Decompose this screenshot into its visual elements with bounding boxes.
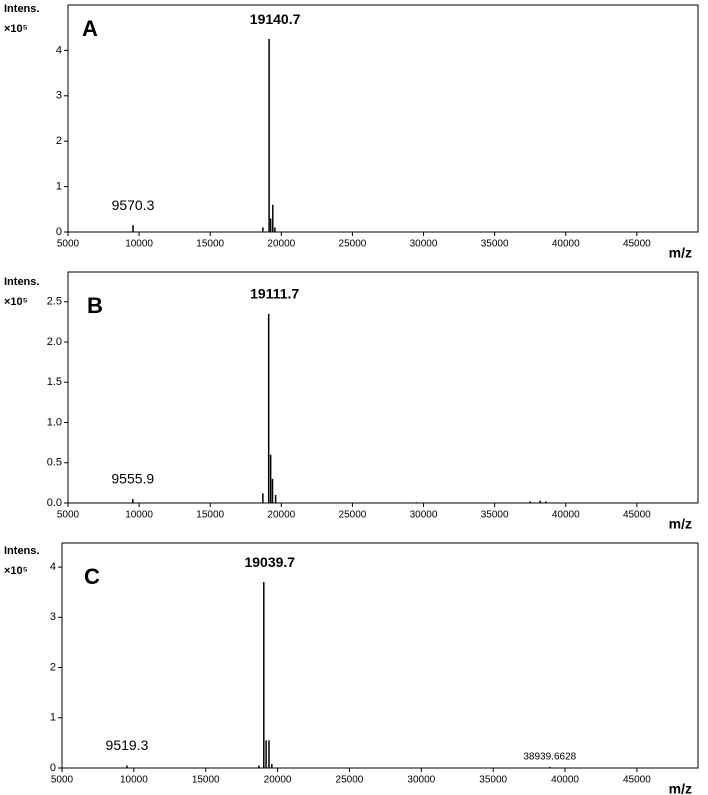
x-tick-label: 10000 — [125, 510, 153, 521]
x-tick-label: 30000 — [410, 239, 438, 250]
x-tick-label: 20000 — [264, 775, 292, 786]
panel-label: C — [84, 564, 100, 589]
y-tick-label: 1 — [50, 712, 56, 724]
x-tick-label: 15000 — [196, 510, 224, 521]
peak-annotation: 19111.7 — [250, 286, 299, 302]
x-tick-label: 45000 — [623, 239, 651, 250]
y-axis-label: Intens. — [4, 545, 39, 557]
x-tick-label: 35000 — [479, 775, 507, 786]
x-tick-label: 25000 — [336, 775, 364, 786]
peak-annotation: 38939.6628 — [523, 752, 576, 763]
panel-label: B — [87, 293, 103, 318]
x-tick-label: 15000 — [192, 775, 220, 786]
x-tick-label: 25000 — [339, 510, 367, 521]
y-scale-label: ×10⁵ — [4, 565, 28, 577]
x-tick-label: 30000 — [410, 510, 438, 521]
x-tick-label: 10000 — [120, 775, 148, 786]
y-tick-label: 2 — [56, 135, 62, 147]
plot-frame — [61, 542, 699, 769]
y-tick-label: 4 — [56, 44, 62, 56]
y-tick-label: 2 — [50, 661, 56, 673]
x-tick-label: 20000 — [267, 239, 295, 250]
y-tick-label: 4 — [50, 561, 56, 573]
plot-frame — [67, 4, 699, 233]
y-scale-label: ×10⁵ — [4, 23, 28, 35]
x-axis-label: m/z — [669, 245, 692, 261]
y-tick-label: 1 — [56, 181, 62, 193]
x-tick-label: 45000 — [623, 775, 651, 786]
peak-annotation: 9555.9 — [111, 471, 154, 487]
x-tick-label: 35000 — [481, 239, 509, 250]
peak-annotation: 19039.7 — [244, 554, 295, 570]
y-tick-label: 1.0 — [47, 416, 62, 428]
x-axis-label: m/z — [669, 781, 692, 795]
y-tick-label: 2.0 — [47, 336, 62, 348]
x-tick-label: 5000 — [57, 239, 80, 250]
y-tick-label: 0 — [56, 226, 62, 238]
x-tick-label: 30000 — [407, 775, 435, 786]
y-tick-label: 2.5 — [47, 296, 62, 308]
x-axis-label: m/z — [669, 516, 692, 532]
peak-annotation: 9519.3 — [106, 737, 149, 753]
y-tick-label: 0.0 — [47, 497, 62, 509]
plot-frame — [67, 271, 699, 504]
x-tick-label: 5000 — [57, 510, 80, 521]
peak-annotation: 9570.3 — [112, 197, 155, 213]
x-tick-label: 25000 — [339, 239, 367, 250]
x-tick-label: 15000 — [196, 239, 224, 250]
y-axis-label: Intens. — [4, 3, 39, 15]
y-tick-label: 1.5 — [47, 376, 62, 388]
x-tick-label: 5000 — [51, 775, 74, 786]
y-scale-label: ×10⁵ — [4, 296, 28, 308]
panel-label: A — [82, 16, 98, 41]
y-axis-label: Intens. — [4, 276, 39, 288]
peak-annotation: 19140.7 — [250, 11, 301, 27]
y-tick-label: 0.5 — [47, 457, 62, 469]
x-tick-label: 35000 — [481, 510, 509, 521]
x-tick-label: 45000 — [623, 510, 651, 521]
y-tick-label: 0 — [50, 762, 56, 774]
x-tick-label: 10000 — [125, 239, 153, 250]
x-tick-label: 20000 — [267, 510, 295, 521]
x-tick-label: 40000 — [552, 239, 580, 250]
x-tick-label: 40000 — [552, 510, 580, 521]
y-tick-label: 3 — [50, 611, 56, 623]
x-tick-label: 40000 — [551, 775, 579, 786]
y-tick-label: 3 — [56, 90, 62, 102]
